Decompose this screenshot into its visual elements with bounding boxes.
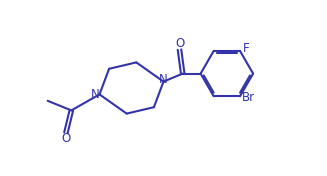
Text: N: N	[159, 73, 168, 86]
Text: N: N	[91, 88, 100, 101]
Text: O: O	[61, 132, 71, 145]
Text: F: F	[242, 42, 249, 55]
Text: Br: Br	[241, 91, 254, 104]
Text: O: O	[175, 37, 184, 50]
